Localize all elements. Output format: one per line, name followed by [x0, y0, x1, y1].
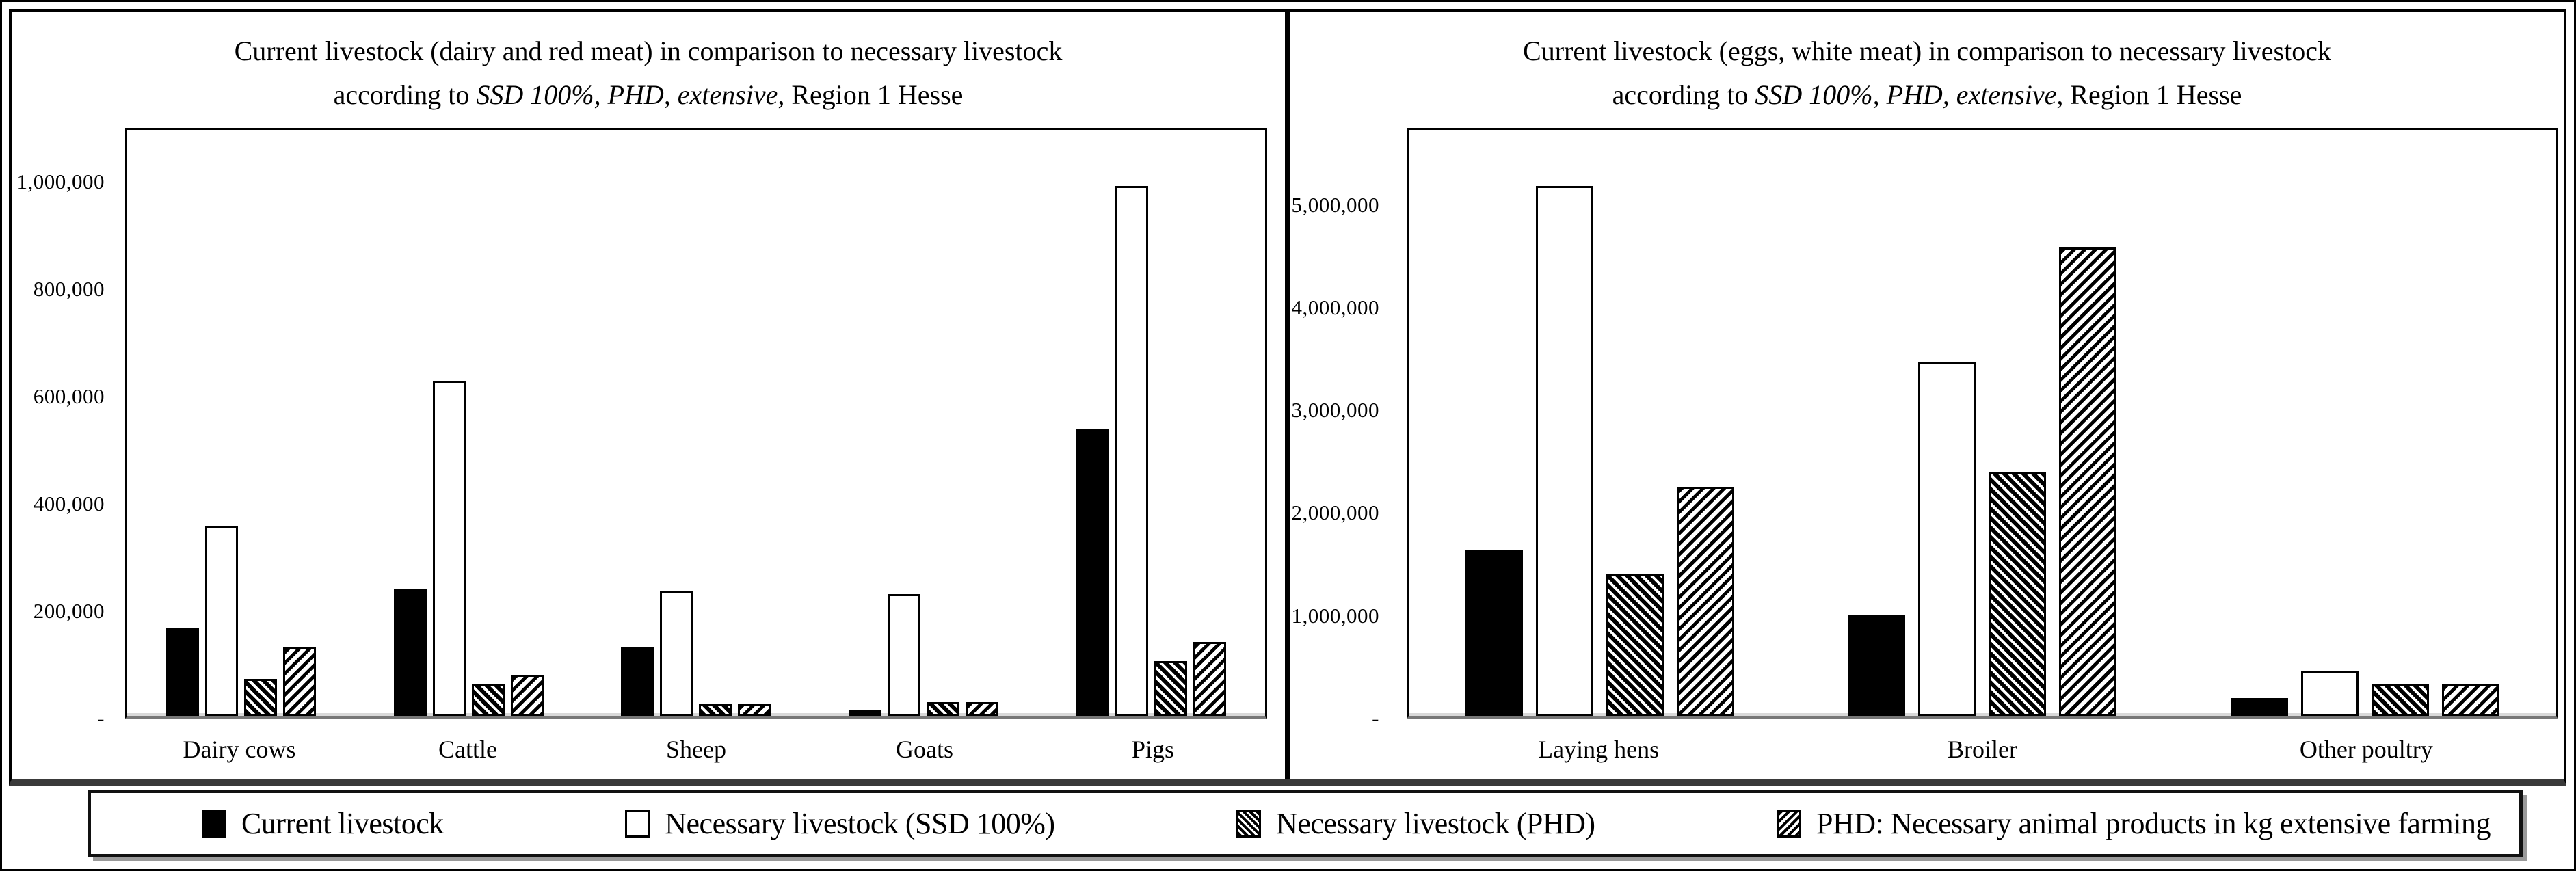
- bar-solid-black: [621, 647, 654, 716]
- white-square-swatch: [625, 809, 650, 838]
- bar-solid-black: [1848, 614, 1906, 716]
- bar-solid-black: [1076, 428, 1110, 716]
- chart-title-line2: according to SSD 100%, PHD, extensive, R…: [12, 73, 1285, 117]
- bar-hatch-slash: [282, 647, 316, 716]
- x-axis-category-label: Broiler: [1948, 736, 2017, 763]
- chart-title-line2-suffix: , Region 1 Hesse: [778, 79, 964, 110]
- y-axis: 1,000,000 800,000 600,000 400,000 200,000 -: [12, 128, 125, 730]
- legend-item: Necessary livestock (SSD 100%): [625, 806, 1055, 841]
- x-axis-category-label: Other poultry: [2299, 736, 2433, 763]
- bar-white-outline: [204, 525, 238, 716]
- bar-hatch-slash: [966, 701, 999, 716]
- chart-title-line2-prefix: according to: [333, 79, 477, 110]
- chart-panel-eggs-white-meat: Current livestock (eggs, white meat) in …: [1290, 12, 2564, 779]
- y-axis-tick-label: 3,000,000: [1291, 398, 1379, 423]
- bar-hatch-slash: [738, 703, 771, 716]
- y-axis-tick-label: 2,000,000: [1291, 500, 1379, 525]
- bar-white-outline: [1115, 185, 1149, 716]
- chart-title: Current livestock (dairy and red meat) i…: [12, 29, 1285, 117]
- y-axis-tick-label: -: [97, 706, 105, 730]
- bar-group: [810, 130, 1037, 716]
- slash-hatch-swatch: [1777, 809, 1802, 838]
- bar-white-outline: [432, 380, 466, 716]
- legend-label: Necessary livestock (SSD 100%): [665, 807, 1055, 840]
- y-axis-tick-label: 5,000,000: [1291, 192, 1379, 217]
- y-axis-tick-label: 4,000,000: [1291, 295, 1379, 319]
- x-axis-labels: Laying hens Broiler Other poultry: [1407, 735, 2558, 764]
- bar-group: [1409, 130, 1791, 716]
- chart-title-line1: Current livestock (dairy and red meat) i…: [234, 36, 1063, 66]
- chart-title-line2-prefix: according to: [1612, 79, 1755, 110]
- bar-group: [2174, 130, 2556, 716]
- bar-solid-black: [393, 589, 427, 716]
- bar-white-outline: [660, 591, 693, 716]
- legend-label: Necessary livestock (PHD): [1276, 807, 1595, 840]
- bar-group: [355, 130, 583, 716]
- bar-hatch-backslash: [471, 683, 505, 716]
- bar-group: [1037, 130, 1265, 716]
- bar-solid-black: [165, 628, 199, 716]
- chart-title-line2-suffix: , Region 1 Hesse: [2056, 79, 2242, 110]
- chart-panel-dairy-red-meat: Current livestock (dairy and red meat) i…: [12, 12, 1290, 779]
- bar-solid-black: [2230, 698, 2288, 716]
- chart-title-line1: Current livestock (eggs, white meat) in …: [1523, 36, 2331, 66]
- y-axis-tick-label: 1,000,000: [16, 169, 105, 193]
- chart-body: 5,000,000 4,000,000 3,000,000 2,000,000 1,00…: [1290, 128, 2564, 730]
- bar-hatch-slash: [1193, 641, 1227, 716]
- legend-label: Current livestock: [241, 807, 444, 840]
- legend: Current livestock Necessary livestock (SS…: [88, 790, 2523, 857]
- black-square-swatch: [202, 809, 226, 838]
- bar-white-outline: [1918, 362, 1976, 716]
- bar-hatch-backslash: [1606, 574, 1664, 716]
- bar-hatch-backslash: [699, 703, 732, 716]
- legend-item: Current livestock: [202, 806, 444, 841]
- x-axis-category-label: Sheep: [666, 736, 726, 763]
- chart-title-line2-italic: SSD 100%, PHD, extensive: [476, 79, 778, 110]
- chart-title-line2: according to SSD 100%, PHD, extensive, R…: [1290, 73, 2564, 117]
- x-axis-labels: Dairy cows Cattle Sheep Goats Pigs: [125, 735, 1267, 764]
- legend-item: PHD: Necessary animal products in kg ext…: [1777, 806, 2491, 841]
- y-axis-tick-label: 1,000,000: [1291, 603, 1379, 628]
- plot-area: [125, 128, 1267, 719]
- x-axis-category-label: Pigs: [1131, 736, 1175, 763]
- bar-hatch-slash: [2441, 684, 2499, 716]
- legend-label: PHD: Necessary animal products in kg ext…: [1816, 807, 2491, 840]
- bar-solid-black: [849, 710, 882, 716]
- x-axis-category-label: Cattle: [438, 736, 497, 763]
- bar-hatch-slash: [510, 675, 544, 716]
- backslash-hatch-swatch: [1236, 809, 1262, 838]
- y-axis-tick-label: -: [1372, 706, 1379, 730]
- bar-hatch-backslash: [927, 701, 960, 716]
- y-axis-tick-label: 400,000: [33, 491, 105, 515]
- bar-white-outline: [2300, 671, 2359, 716]
- y-axis-tick-label: 800,000: [33, 276, 105, 301]
- chart-title: Current livestock (eggs, white meat) in …: [1290, 29, 2564, 117]
- y-axis: 5,000,000 4,000,000 3,000,000 2,000,000 1,00…: [1290, 128, 1407, 730]
- x-axis-category-label: Goats: [896, 736, 953, 763]
- legend-item: Necessary livestock (PHD): [1236, 806, 1595, 841]
- x-axis-category-label: Laying hens: [1538, 736, 1660, 763]
- bar-hatch-slash: [1677, 487, 1735, 716]
- chart-body: 1,000,000 800,000 600,000 400,000 200,000 -: [12, 128, 1285, 730]
- bar-hatch-slash: [2059, 247, 2117, 716]
- x-axis-category-label: Dairy cows: [183, 736, 296, 763]
- bar-group: [583, 130, 810, 716]
- bar-group: [1791, 130, 2173, 716]
- y-axis-tick-label: 200,000: [33, 598, 105, 623]
- bar-group: [127, 130, 355, 716]
- bar-hatch-backslash: [2371, 684, 2429, 716]
- chart-title-line2-italic: SSD 100%, PHD, extensive: [1755, 79, 2057, 110]
- bar-hatch-backslash: [1154, 660, 1188, 716]
- bar-solid-black: [1465, 550, 1524, 716]
- bar-white-outline: [1536, 186, 1594, 716]
- plot-area: [1407, 128, 2558, 719]
- bar-hatch-backslash: [243, 678, 277, 716]
- bar-white-outline: [888, 593, 921, 716]
- y-axis-tick-label: 600,000: [33, 384, 105, 408]
- bar-hatch-backslash: [1989, 471, 2047, 716]
- chart-panels-row: Current livestock (dairy and red meat) i…: [9, 9, 2566, 786]
